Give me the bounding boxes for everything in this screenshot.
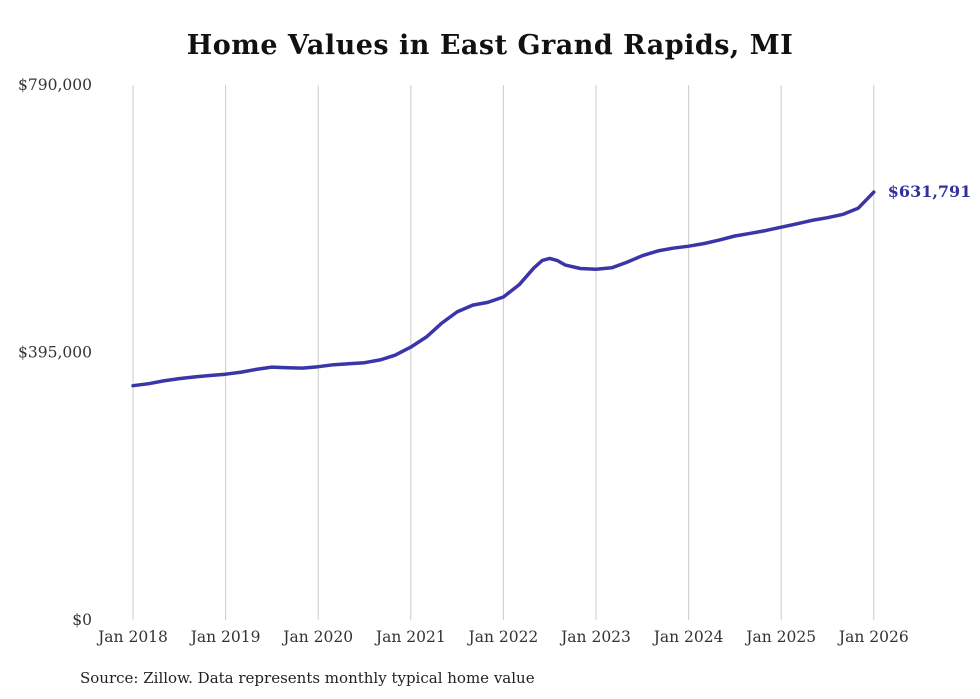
source-note: Source: Zillow. Data represents monthly … — [80, 669, 535, 687]
end-value-label: $631,791 — [888, 182, 972, 201]
x-axis-tick-label: Jan 2024 — [652, 628, 724, 646]
x-axis-tick-label: Jan 2026 — [837, 628, 909, 646]
y-axis-tick-label: $790,000 — [18, 76, 92, 94]
x-axis-tick-label: Jan 2025 — [744, 628, 816, 646]
x-axis-tick-label: Jan 2019 — [189, 628, 261, 646]
x-axis-tick-label: Jan 2021 — [374, 628, 446, 646]
y-axis-tick-label: $395,000 — [18, 344, 92, 362]
chart-title: Home Values in East Grand Rapids, MI — [186, 30, 794, 61]
x-axis-tick-label: Jan 2020 — [281, 628, 353, 646]
x-axis-tick-label: Jan 2018 — [96, 628, 168, 646]
y-axis-tick-label: $0 — [72, 611, 92, 629]
x-axis-tick-label: Jan 2022 — [466, 628, 538, 646]
value-line — [131, 190, 876, 388]
x-axis-tick-label: Jan 2023 — [559, 628, 631, 646]
